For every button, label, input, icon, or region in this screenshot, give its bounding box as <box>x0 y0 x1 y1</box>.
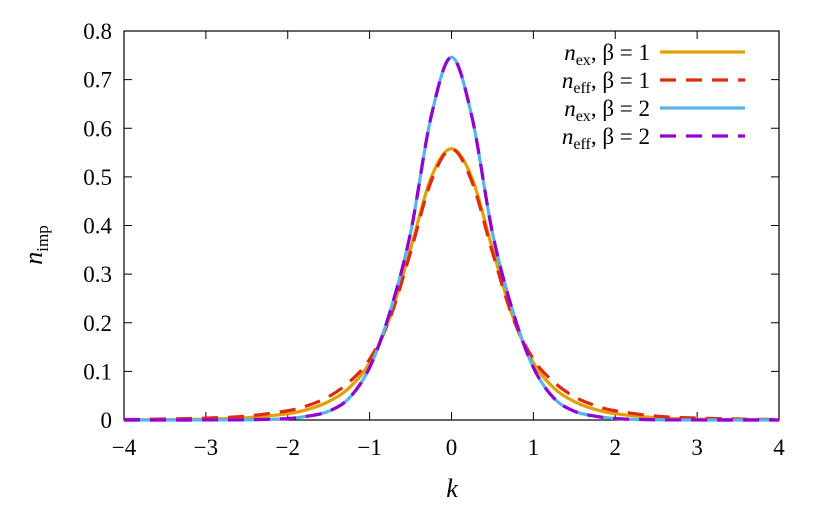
legend-entry-1: nex, β = 1 <box>564 40 745 69</box>
legend-param: , β = 1 <box>591 68 650 93</box>
legend-sub: eff <box>573 80 591 97</box>
plot-frame <box>123 30 780 421</box>
legend-label: neff, β = 2 <box>562 124 650 153</box>
y-tick-label: 0.7 <box>83 68 112 93</box>
series-line-3 <box>123 55 780 422</box>
legend-label: nex, β = 1 <box>564 40 650 69</box>
y-tick-label: 0.6 <box>83 116 112 141</box>
legend-sub: ex <box>576 52 591 69</box>
x-tick-label: 3 <box>691 435 703 460</box>
x-tick-label: −3 <box>194 435 218 460</box>
legend-sub: eff <box>573 136 591 153</box>
y-tick-label: 0.3 <box>83 262 112 287</box>
legend-label: neff, β = 1 <box>562 68 650 97</box>
legend-var: n <box>562 124 574 149</box>
x-tick-label: 0 <box>446 435 458 460</box>
legend-entry-4: neff, β = 2 <box>562 124 745 153</box>
y-axis-label-sub: imp <box>33 225 52 251</box>
y-axis-label-main: n <box>19 252 48 265</box>
y-tick-label: 0.5 <box>83 165 112 190</box>
y-tick-label: 0.1 <box>83 359 112 384</box>
legend-param: , β = 2 <box>591 96 650 121</box>
x-tick-label: −2 <box>276 435 300 460</box>
x-tick-label: 1 <box>528 435 540 460</box>
y-tick-label: 0.8 <box>83 19 112 44</box>
series-line-1 <box>123 147 780 422</box>
y-axis-label: nimp <box>19 225 52 264</box>
x-tick-label: 2 <box>610 435 622 460</box>
x-tick-label: 4 <box>773 435 785 460</box>
legend-var: n <box>562 68 574 93</box>
y-tick-label: 0.2 <box>83 311 112 336</box>
legend-sub: ex <box>576 108 591 125</box>
x-tick-label: −1 <box>357 435 381 460</box>
x-tick-label: −4 <box>112 435 137 460</box>
legend-var: n <box>564 40 576 65</box>
legend-label: nex, β = 2 <box>564 96 650 125</box>
legend-entry-3: nex, β = 2 <box>564 96 745 125</box>
y-tick-label: 0.4 <box>83 214 112 239</box>
legend-var: n <box>564 96 576 121</box>
series-line-2 <box>123 147 780 422</box>
legend-entry-2: neff, β = 1 <box>562 68 745 97</box>
x-axis-label: k <box>446 474 458 503</box>
series-line-4 <box>123 55 780 422</box>
legend-param: , β = 2 <box>591 124 650 149</box>
legend-param: , β = 1 <box>591 40 650 65</box>
y-tick-label: 0 <box>101 408 113 433</box>
